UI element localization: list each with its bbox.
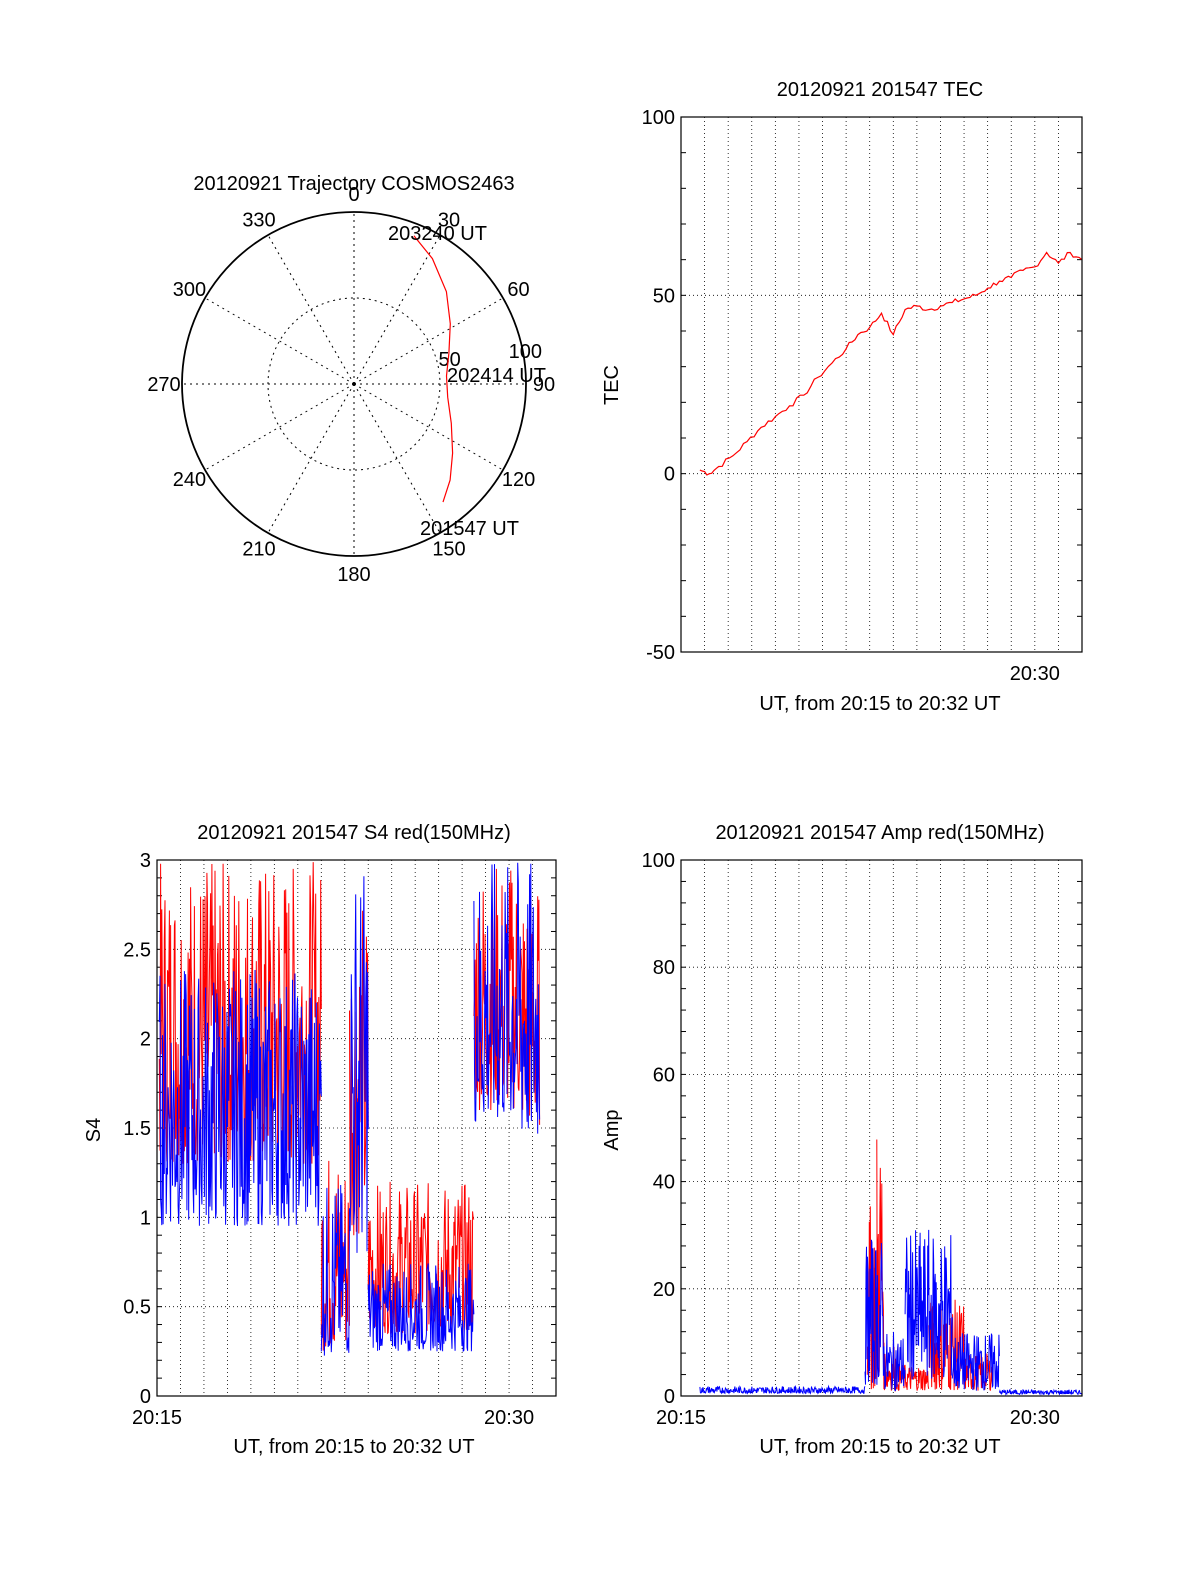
polar-grid: [181, 211, 527, 557]
tec-tick-labels: -50 0 50 100 20:30: [642, 107, 1060, 685]
trajectory-mid-label: 202414 UT: [447, 365, 546, 387]
polar-spoke: [204, 297, 355, 385]
s4-xtick-label: 20:15: [132, 1407, 182, 1429]
amp-blue-trace: [883, 1331, 906, 1392]
amp-blue-trace: [864, 1239, 885, 1385]
amp-tick-labels: 0 20 40 60 80 100 20:15 20:30: [642, 850, 1060, 1429]
amp-blue-trace: [951, 1333, 1000, 1391]
tec-plot-frame: [680, 116, 1083, 653]
tec-grid: [680, 116, 1083, 653]
amp-blue-series: [699, 1229, 1083, 1396]
s4-red-trace: [367, 1181, 475, 1335]
amp-ytick-label: 0: [664, 1386, 675, 1408]
s4-blue-trace: [320, 1184, 350, 1356]
tec-xtick-label: 20:30: [1010, 663, 1060, 685]
s4-ytick-label: 3: [140, 850, 151, 872]
amp-grid: [680, 859, 1083, 1397]
polar-angle-label: 270: [147, 374, 180, 396]
polar-angle-label: 330: [242, 209, 275, 231]
s4-ytick-label: 2.5: [123, 939, 151, 961]
amp-ylabel: Amp: [601, 1109, 623, 1150]
s4-red-trace: [349, 910, 369, 1236]
polar-angle-label: 180: [337, 564, 370, 586]
amp-blue-trace: [699, 1384, 866, 1395]
tec-panel: 20120921 201547 TEC -50 0 50 100 20:30 UT, f…: [601, 79, 1083, 715]
polar-radial-label: 100: [509, 341, 542, 363]
amp-xtick-label: 20:15: [656, 1407, 706, 1429]
s4-blue-trace: [367, 1263, 475, 1353]
amp-blue-trace: [998, 1388, 1083, 1396]
trajectory-start-label: 201547 UT: [420, 518, 519, 540]
amp-title: 20120921 201547 Amp red(150MHz): [715, 822, 1044, 844]
s4-panel: 20120921 201547 S4 red(150MHz) 0 0.5 1 1.5 2…: [83, 822, 557, 1458]
amp-ytick-label: 80: [653, 957, 675, 979]
s4-ylabel: S4: [83, 1118, 105, 1142]
s4-blue-trace: [520, 863, 541, 1134]
tec-ytick-label: 0: [664, 464, 675, 486]
amp-ytick-label: 40: [653, 1172, 675, 1194]
polar-trajectory-panel: 20120921 Trajectory COSMOS2463 0 30 60 90 12…: [147, 173, 555, 586]
tec-title: 20120921 201547 TEC: [777, 79, 983, 101]
polar-spoke: [353, 383, 441, 534]
tec-series-line: [699, 251, 1083, 476]
polar-angle-label: 90: [533, 374, 555, 396]
polar-spoke: [267, 383, 355, 534]
s4-tick-labels: 0 0.5 1 1.5 2 2.5 3 20:15 20:30: [123, 850, 534, 1429]
tec-ytick-label: -50: [646, 642, 675, 664]
s4-ytick-label: 2: [140, 1029, 151, 1051]
polar-angle-label: 120: [502, 469, 535, 491]
trajectory-end-label: 203240 UT: [388, 223, 487, 245]
s4-ytick-label: 0: [140, 1386, 151, 1408]
s4-plot-frame: [156, 859, 557, 1397]
tec-xlabel: UT, from 20:15 to 20:32 UT: [759, 693, 1000, 715]
s4-ytick-label: 1.5: [123, 1118, 151, 1140]
amp-ytick-label: 60: [653, 1064, 675, 1086]
amp-panel: 20120921 201547 Amp red(150MHz) 0 20 40 60 8…: [601, 822, 1083, 1458]
s4-title: 20120921 201547 S4 red(150MHz): [197, 822, 511, 844]
polar-spoke: [353, 297, 504, 385]
s4-blue-trace: [158, 969, 322, 1227]
polar-spoke: [204, 383, 355, 471]
polar-angle-label: 210: [242, 539, 275, 561]
polar-spoke: [267, 234, 355, 385]
amp-ytick-label: 100: [642, 850, 675, 872]
tec-ytick-label: 50: [653, 285, 675, 307]
trajectory-line: [413, 235, 454, 503]
polar-outer-circle: [181, 211, 527, 557]
s4-xtick-label: 20:30: [484, 1407, 534, 1429]
polar-angle-label: 30: [438, 209, 460, 231]
s4-blue-trace: [349, 876, 369, 1253]
polar-spoke: [353, 383, 504, 471]
amp-xtick-label: 20:30: [1010, 1407, 1060, 1429]
amp-ytick-label: 20: [653, 1279, 675, 1301]
polar-radial-labels: 50 100: [439, 341, 542, 371]
tec-ytick-label: 100: [642, 107, 675, 129]
s4-xlabel: UT, from 20:15 to 20:32 UT: [233, 1436, 474, 1458]
polar-spoke: [353, 234, 441, 385]
amp-xlabel: UT, from 20:15 to 20:32 UT: [759, 1436, 1000, 1458]
s4-ytick-label: 0.5: [123, 1297, 151, 1319]
polar-radial-label: 50: [439, 349, 461, 371]
s4-ytick-label: 1: [140, 1207, 151, 1229]
polar-title: 20120921 Trajectory COSMOS2463: [193, 173, 514, 195]
tec-ylabel: TEC: [601, 365, 623, 405]
polar-angle-label: 300: [173, 279, 206, 301]
polar-angle-label: 150: [432, 539, 465, 561]
polar-angle-label: 240: [173, 469, 206, 491]
s4-blue-series: [158, 862, 541, 1356]
amp-plot-frame: [680, 859, 1083, 1397]
polar-angle-label: 0: [348, 184, 359, 206]
polar-angle-label: 60: [507, 279, 529, 301]
amp-blue-trace: [904, 1229, 953, 1380]
s4-blue-trace: [473, 862, 522, 1122]
polar-angle-labels: 0 30 60 90 120 150 180 210 240 270 300 330: [147, 184, 555, 586]
